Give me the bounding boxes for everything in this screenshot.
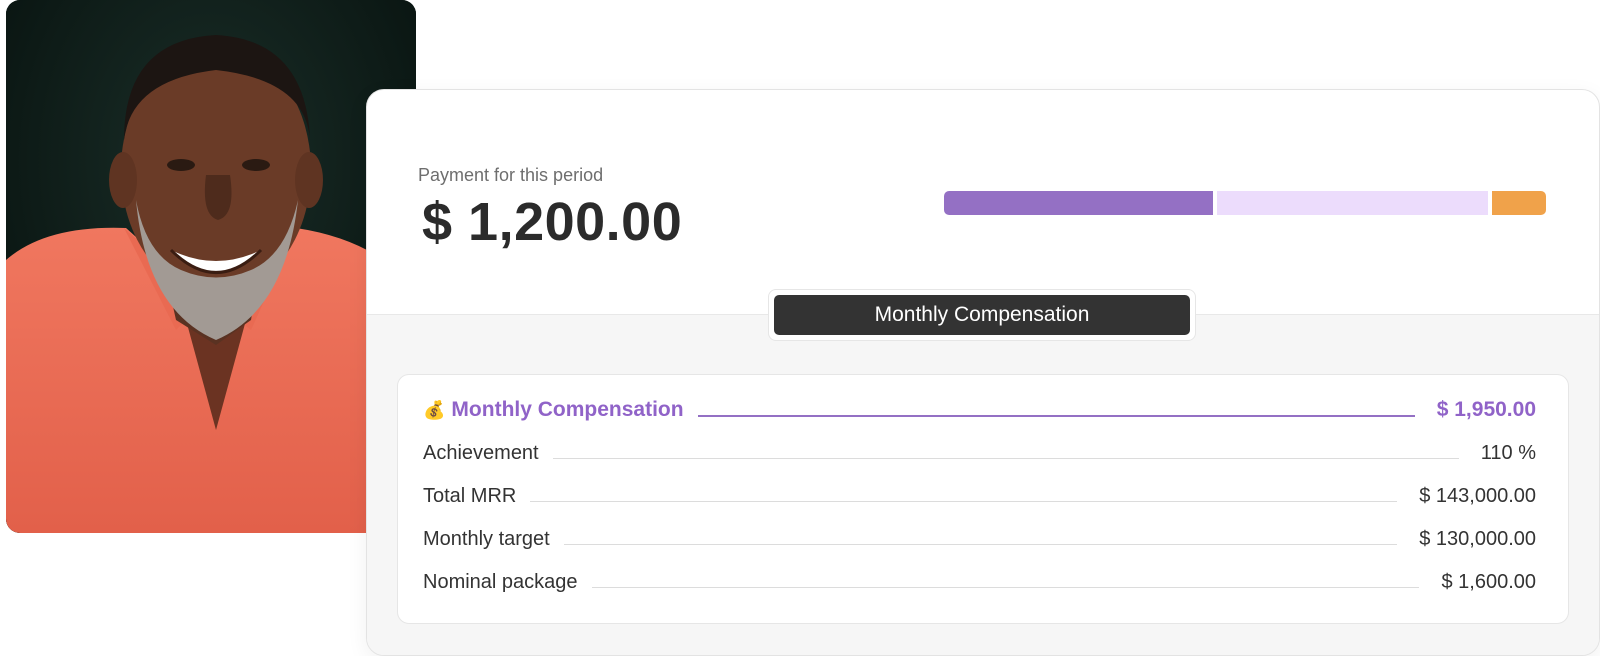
row-value: $ 130,000.00 [1419, 527, 1536, 550]
breakdown-header-label: Monthly Compensation [451, 398, 684, 421]
leader-line [552, 457, 1459, 459]
leader-line [697, 415, 1415, 417]
leader-line [530, 500, 1398, 502]
breakdown-row-nominal-package: Nominal package $ 1,600.00 [423, 567, 1536, 597]
tab-container: Monthly Compensation [768, 289, 1196, 341]
breakdown-row-monthly-target: Monthly target $ 130,000.00 [423, 524, 1536, 554]
progress-segment-paid [944, 191, 1213, 215]
row-label: Achievement [423, 441, 539, 464]
person-photo [6, 0, 416, 533]
breakdown-row-total-mrr: Total MRR $ 143,000.00 [423, 481, 1536, 511]
breakdown-header-row[interactable]: 💰 Monthly Compensation $ 1,950.00 [423, 395, 1536, 425]
compensation-breakdown: 💰 Monthly Compensation $ 1,950.00 Achiev… [397, 374, 1569, 624]
progress-segment-bonus [1492, 191, 1546, 215]
tab-monthly-compensation[interactable]: Monthly Compensation [774, 295, 1190, 335]
breakdown-row-achievement: Achievement 110 % [423, 438, 1536, 468]
payment-progress-bar [944, 191, 1549, 215]
row-value: 110 % [1480, 441, 1536, 464]
row-label: Nominal package [423, 570, 578, 593]
money-bag-icon: 💰 [423, 399, 446, 420]
row-label: Monthly target [423, 527, 550, 550]
compensation-card: Payment for this period $ 1,200.00 Month… [366, 89, 1600, 656]
progress-segment-pending [1216, 191, 1489, 215]
leader-line [563, 543, 1398, 545]
row-value: $ 143,000.00 [1419, 484, 1536, 507]
period-amount: $ 1,200.00 [422, 192, 683, 252]
leader-line [591, 586, 1420, 588]
breakdown-header-value: $ 1,950.00 [1436, 398, 1536, 421]
period-label: Payment for this period [418, 165, 604, 185]
row-value: $ 1,600.00 [1441, 570, 1536, 593]
row-label: Total MRR [423, 484, 517, 507]
